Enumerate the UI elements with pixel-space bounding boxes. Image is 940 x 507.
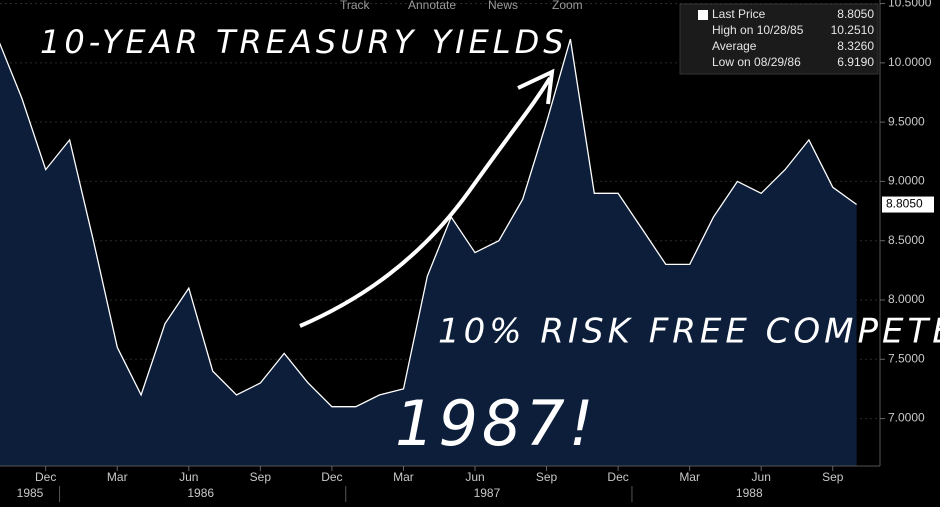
year-label: 1987	[474, 486, 501, 500]
arrow	[299, 76, 552, 328]
year-label: 1988	[736, 486, 763, 500]
area	[0, 39, 857, 466]
legend-value: 6.9190	[837, 55, 874, 69]
x-tick-label: Mar	[679, 470, 700, 484]
toolbar-news[interactable]: News	[488, 0, 518, 12]
annotation: 10% RISK FREE COMPETES	[438, 312, 940, 352]
legend-value: 10.2510	[831, 23, 875, 37]
legend-value: 8.3260	[837, 39, 874, 53]
legend-label: Average	[712, 39, 757, 53]
y-tick-label: 9.5000	[888, 114, 925, 128]
legend-swatch	[698, 10, 708, 20]
year-label: 1986	[187, 486, 214, 500]
legend-box	[679, 3, 879, 75]
legend: Last Price 8.8050 High on 10/28/85 10.25…	[679, 3, 879, 75]
x-tick-label: Mar	[107, 470, 128, 484]
plot-area	[0, 3, 880, 466]
x-tick-label: Sep	[822, 470, 844, 484]
arrow-head	[517, 68, 555, 105]
x-tick-label: Dec	[35, 470, 56, 484]
x-tick-label: Dec	[321, 470, 342, 484]
last-price-tag	[882, 196, 934, 213]
toolbar: Track Annotate News Zoom	[340, 0, 583, 12]
x-tick-label: Jun	[465, 470, 484, 484]
y-tick-label: 10.5000	[888, 0, 932, 10]
y-tick-label: 9.0000	[888, 174, 925, 188]
legend-label: Last Price	[712, 7, 766, 21]
last-price-label: 8.8050	[886, 197, 923, 211]
toolbar-annotate[interactable]: Annotate	[408, 0, 456, 12]
x-tick-label: Sep	[536, 470, 558, 484]
legend-label: High on 10/28/85	[712, 23, 804, 37]
toolbar-track[interactable]: Track	[340, 0, 371, 12]
line	[0, 38, 857, 408]
legend-label: Low on 08/29/86	[712, 55, 801, 69]
annotation: 10-YEAR TREASURY YIELDS	[40, 23, 568, 61]
y-tick-label: 8.5000	[888, 233, 925, 247]
x-tick-label: Jun	[179, 470, 198, 484]
x-tick-label: Sep	[250, 470, 272, 484]
toolbar-zoom[interactable]: Zoom	[552, 0, 583, 12]
x-tick-label: Mar	[393, 470, 414, 484]
y-tick-label: 10.0000	[888, 55, 932, 69]
x-tick-label: Jun	[752, 470, 771, 484]
y-tick-label: 7.0000	[888, 411, 925, 425]
year-label: 1985	[17, 486, 44, 500]
x-tick-label: Dec	[607, 470, 628, 484]
y-tick-label: 8.0000	[888, 292, 925, 306]
y-tick-label: 7.5000	[888, 351, 925, 365]
legend-value: 8.8050	[837, 7, 874, 21]
annotation: 1987!	[395, 387, 598, 460]
